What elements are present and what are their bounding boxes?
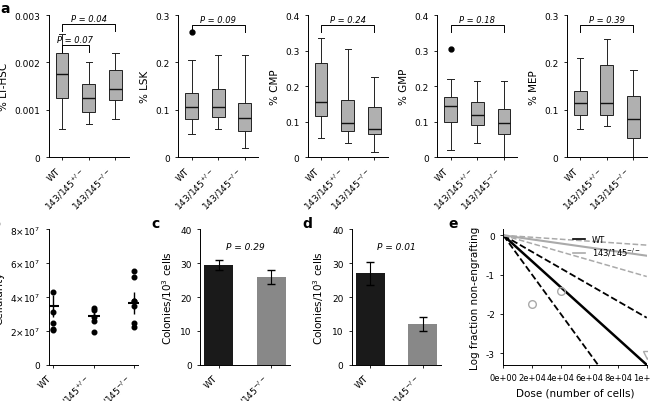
Point: [88, 314, 99, 320]
Text: P = 0.09: P = 0.09: [200, 16, 236, 24]
Text: P = 0.29: P = 0.29: [226, 242, 265, 251]
PathPatch shape: [185, 94, 198, 120]
PathPatch shape: [574, 92, 586, 115]
PathPatch shape: [471, 103, 484, 126]
PathPatch shape: [239, 103, 252, 132]
Y-axis label: Colonies/10$^3$ cells: Colonies/10$^3$ cells: [160, 251, 175, 344]
Text: P = 0.39: P = 0.39: [589, 16, 625, 24]
PathPatch shape: [601, 66, 613, 115]
PathPatch shape: [497, 110, 510, 135]
Y-axis label: % GMP: % GMP: [399, 69, 409, 105]
Point: [88, 305, 99, 312]
Point: [47, 326, 58, 333]
Y-axis label: Log fraction non-engrafting: Log fraction non-engrafting: [471, 226, 480, 369]
Text: d: d: [302, 217, 313, 230]
Y-axis label: % LT-HSC: % LT-HSC: [0, 63, 9, 111]
Point: [88, 329, 99, 335]
Point: [47, 308, 58, 315]
Text: c: c: [151, 217, 159, 230]
Bar: [408, 324, 437, 365]
Y-axis label: Cellularity: Cellularity: [0, 271, 5, 324]
PathPatch shape: [109, 71, 122, 101]
Point: [88, 318, 99, 324]
Text: e: e: [448, 217, 458, 230]
PathPatch shape: [627, 96, 640, 139]
PathPatch shape: [341, 101, 354, 131]
Bar: [204, 265, 233, 365]
Y-axis label: % CMP: % CMP: [270, 69, 280, 105]
Point: [129, 320, 140, 326]
PathPatch shape: [83, 85, 95, 113]
PathPatch shape: [212, 89, 225, 117]
PathPatch shape: [315, 64, 328, 117]
Bar: [356, 274, 385, 365]
Point: [129, 298, 140, 304]
Point: [47, 320, 58, 326]
Y-axis label: Colonies/10$^3$ cells: Colonies/10$^3$ cells: [311, 251, 326, 344]
Point: [129, 298, 140, 304]
Point: [129, 324, 140, 330]
Point: [47, 327, 58, 334]
PathPatch shape: [444, 97, 457, 122]
X-axis label: Dose (number of cells): Dose (number of cells): [516, 388, 634, 398]
PathPatch shape: [368, 108, 381, 135]
Point: [47, 289, 58, 296]
Text: P = 0.04: P = 0.04: [71, 15, 107, 24]
Point: [129, 268, 140, 274]
Point: [88, 307, 99, 313]
Legend: WT, 143/145$^{-/-}$: WT, 143/145$^{-/-}$: [571, 234, 643, 260]
Text: a: a: [1, 2, 10, 16]
Text: P = 0.24: P = 0.24: [330, 16, 366, 24]
Bar: [257, 277, 286, 365]
PathPatch shape: [56, 54, 68, 99]
Text: P = 0.07: P = 0.07: [57, 36, 94, 45]
Text: P = 0.01: P = 0.01: [377, 242, 416, 251]
Y-axis label: % MEP: % MEP: [528, 70, 539, 104]
Y-axis label: % LSK: % LSK: [140, 71, 150, 103]
Point: [129, 274, 140, 280]
Text: P = 0.18: P = 0.18: [460, 16, 495, 24]
Point: [129, 303, 140, 309]
